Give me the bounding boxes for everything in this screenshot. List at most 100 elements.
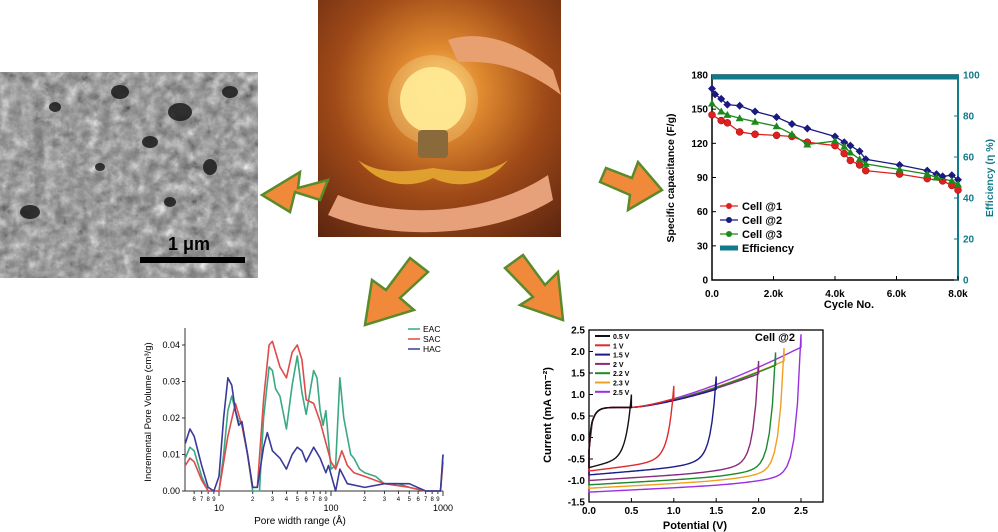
x-tick-label: 2	[363, 497, 367, 503]
x-axis-label: Potential (V)	[663, 520, 728, 532]
y2-tick-label: 40	[963, 194, 975, 205]
x-tick-label: 7	[424, 497, 428, 503]
y-axis-label: Current (mA cm⁻²)	[542, 367, 554, 463]
x-tick-label: 2.0	[752, 506, 766, 517]
data-point	[840, 149, 848, 158]
lightbulb-icon	[328, 36, 561, 233]
data-point	[708, 111, 716, 119]
data-point	[751, 130, 759, 138]
x-tick-label: 8	[206, 497, 210, 503]
y-tick-label: 2.0	[571, 347, 585, 358]
cv-curves-chart: 0.0 0.5 1.0 1.5 2.0 2.5 -1.5 -1.0 -0.5 0.0 0.5 1.0 1…	[542, 326, 824, 532]
x-tick-label: 1.5	[709, 506, 723, 517]
x-tick-label: 7	[312, 497, 316, 503]
cycling-stability-chart: 0.0 2.0k 4.0k 6.0k 8.0k 0 30 60 90 120 150 180 0 20 40…	[665, 71, 996, 311]
y2-tick-label: 60	[963, 153, 975, 164]
data-point	[895, 160, 904, 169]
series-line-Cell @1	[711, 114, 959, 191]
x-tick-label: 8.0k	[948, 289, 968, 300]
arrow-left-icon	[259, 169, 331, 214]
y-tick-label: -0.5	[568, 455, 586, 466]
x-tick-label: 1000	[433, 503, 453, 513]
x-tick-label: 4	[397, 497, 401, 503]
data-point	[954, 186, 962, 194]
data-point	[846, 141, 855, 150]
data-point	[772, 122, 781, 130]
data-point	[772, 131, 781, 140]
y-tick-label: 150	[691, 105, 708, 116]
data-point	[831, 137, 839, 145]
data-point	[772, 113, 781, 122]
x-tick-label: 5	[296, 497, 300, 503]
arrow-down-left-icon	[363, 256, 430, 327]
y-tick-label: 0.5	[571, 412, 585, 423]
sem-micrograph: 1 μm	[0, 72, 258, 278]
data-point	[861, 159, 870, 167]
y-tick-label: 90	[697, 173, 709, 184]
data-point	[735, 128, 744, 136]
data-point	[803, 124, 812, 133]
arrow-down-right-icon	[503, 253, 565, 322]
data-point	[855, 155, 864, 163]
data-point	[846, 156, 855, 165]
data-point	[947, 171, 956, 180]
legend-label: 2.5 V	[613, 390, 630, 397]
data-point	[947, 176, 956, 184]
legend-marker	[726, 217, 732, 223]
x-tick-label: 2	[251, 497, 255, 503]
cv-curve-2 V	[588, 360, 760, 482]
x-tick-label: 6	[192, 497, 196, 503]
data-point	[954, 175, 962, 184]
y-tick-label: 0.00	[162, 486, 180, 496]
x-tick-label: 0.0	[705, 289, 719, 300]
legend-label: Efficiency	[742, 243, 795, 255]
data-point	[861, 155, 870, 164]
x-tick-label: 10	[214, 503, 224, 513]
data-point	[895, 165, 904, 173]
data-point	[723, 100, 732, 109]
x-tick-label: 8	[430, 497, 434, 503]
y-tick-label: -1.5	[568, 498, 586, 509]
arrow-right-icon	[598, 159, 664, 213]
data-point	[803, 140, 812, 148]
legend-label: Cell @1	[742, 201, 782, 213]
data-point	[954, 180, 962, 188]
data-point	[735, 114, 744, 122]
data-point	[717, 107, 726, 115]
chart-title: Cell @2	[755, 332, 795, 344]
legend-label: 1 V	[613, 343, 624, 350]
cv-curve-0.5 V	[588, 394, 633, 469]
data-point	[855, 161, 864, 169]
x-tick-label: 3	[271, 497, 275, 503]
x-tick-label: 2.5	[794, 506, 808, 517]
x-tick-label: 4	[285, 497, 289, 503]
x-tick-label: 1.0	[667, 506, 681, 517]
y-tick-label: 0	[702, 276, 708, 287]
x-tick-label: 8	[318, 497, 322, 503]
data-point	[855, 147, 864, 156]
y2-tick-label: 0	[963, 276, 969, 287]
scale-label: 1 μm	[168, 234, 211, 254]
legend-label: Cell @3	[742, 229, 782, 241]
data-point	[735, 101, 744, 110]
x-tick-label: 9	[212, 497, 216, 503]
x-tick-label: 6.0k	[887, 289, 907, 300]
y2-tick-label: 100	[963, 71, 980, 82]
y2-tick-label: 20	[963, 235, 975, 246]
data-point	[787, 119, 796, 128]
x-tick-label: 3	[383, 497, 387, 503]
series-line-HAC	[184, 377, 444, 492]
y-tick-label: 0.04	[162, 340, 180, 350]
legend-label: 2.3 V	[613, 381, 630, 388]
x-tick-label: 6	[416, 497, 420, 503]
legend-label: EAC	[423, 324, 440, 334]
data-point	[708, 99, 716, 107]
y-tick-label: 2.5	[571, 326, 585, 337]
legend-label: Cell @2	[742, 215, 782, 227]
x-axis-label: Pore width range (Å)	[254, 514, 346, 527]
data-point	[711, 90, 720, 99]
series-line-EAC	[184, 355, 444, 492]
x-tick-label: 5	[408, 497, 412, 503]
